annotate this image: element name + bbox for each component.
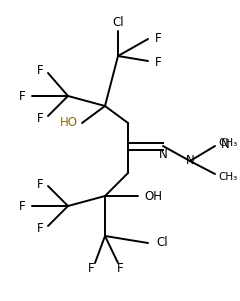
Text: Cl: Cl bbox=[156, 237, 168, 250]
Text: HO: HO bbox=[60, 116, 78, 129]
Text: N: N bbox=[186, 154, 194, 167]
Text: N: N bbox=[221, 138, 230, 151]
Text: F: F bbox=[155, 32, 162, 45]
Text: F: F bbox=[18, 200, 25, 213]
Text: OH: OH bbox=[144, 190, 162, 203]
Text: F: F bbox=[88, 262, 94, 275]
Text: F: F bbox=[18, 89, 25, 103]
Text: CH₃: CH₃ bbox=[218, 138, 237, 148]
Text: Cl: Cl bbox=[112, 15, 124, 29]
Text: N: N bbox=[159, 148, 167, 162]
Text: F: F bbox=[36, 222, 43, 234]
Text: F: F bbox=[36, 178, 43, 191]
Text: F: F bbox=[36, 64, 43, 77]
Text: CH₃: CH₃ bbox=[218, 172, 237, 182]
Text: F: F bbox=[36, 111, 43, 125]
Text: F: F bbox=[117, 262, 123, 275]
Text: F: F bbox=[155, 55, 162, 69]
